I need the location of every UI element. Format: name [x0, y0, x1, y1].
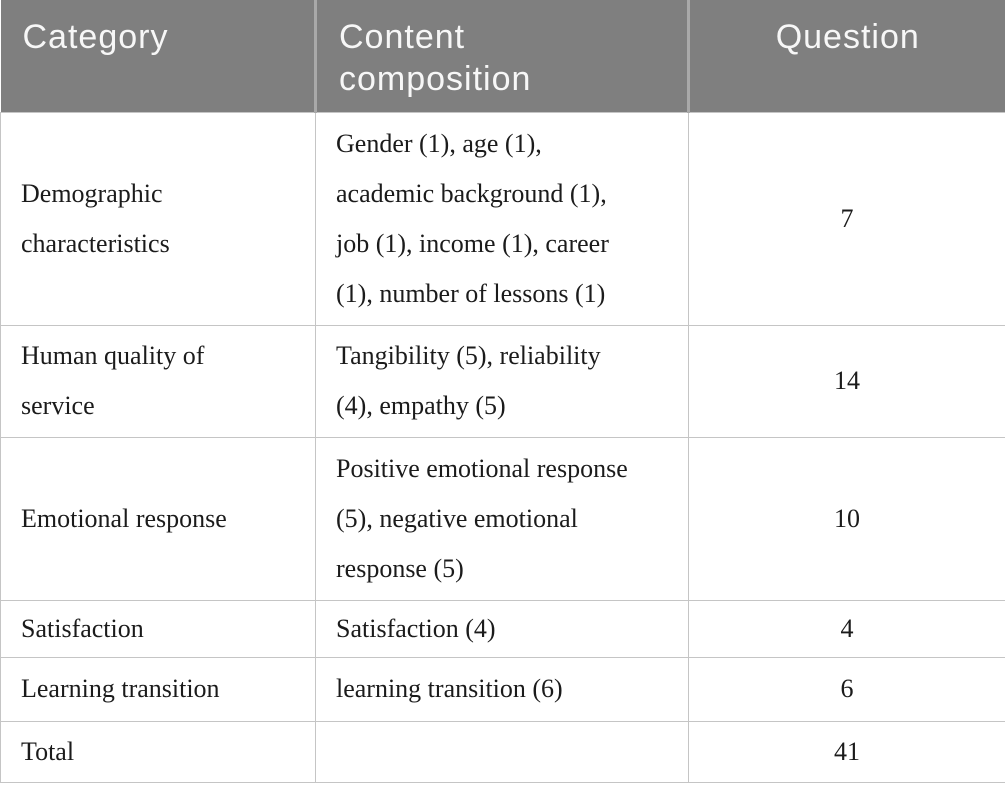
composition-cell: [315, 720, 689, 783]
table-header: Category Content composition Question: [0, 0, 1005, 112]
table-body: Demographic characteristics Gender (1), …: [0, 111, 1005, 783]
table-row: Demographic characteristics Gender (1), …: [0, 111, 1005, 326]
table-row: Satisfaction Satisfaction (4) 4: [0, 599, 1005, 658]
composition-cell: Gender (1), age (1), academic background…: [315, 111, 689, 326]
header-cell-content-composition: Content composition: [314, 0, 689, 112]
composition-cell: learning transition (6): [315, 656, 689, 722]
table-row: Emotional response Positive emotional re…: [0, 436, 1005, 601]
composition-cell: Satisfaction (4): [315, 599, 689, 658]
category-cell: Demographic characteristics: [0, 111, 316, 326]
questionnaire-composition-table: Category Content composition Question De…: [0, 0, 1005, 783]
header-cell-category: Category: [0, 0, 316, 112]
question-count-cell: 41: [688, 720, 1005, 783]
question-count-cell: 4: [688, 599, 1005, 658]
question-count-cell: 10: [688, 436, 1005, 601]
table-row: Human quality of service Tangibility (5)…: [0, 324, 1005, 438]
category-cell: Human quality of service: [0, 324, 316, 438]
table-row-total: Total 41: [0, 720, 1005, 783]
question-count-cell: 6: [688, 656, 1005, 722]
question-count-cell: 14: [688, 324, 1005, 438]
header-cell-question: Question: [687, 0, 1005, 112]
table-row: Learning transition learning transition …: [0, 656, 1005, 722]
composition-cell: Tangibility (5), reliability (4), empath…: [315, 324, 689, 438]
header-row: Category Content composition Question: [0, 0, 1005, 112]
composition-cell: Positive emotional response (5), negativ…: [315, 436, 689, 601]
question-count-cell: 7: [688, 111, 1005, 326]
category-cell: Satisfaction: [0, 599, 316, 658]
category-cell: Emotional response: [0, 436, 316, 601]
category-cell: Learning transition: [0, 656, 316, 722]
category-cell: Total: [0, 720, 316, 783]
